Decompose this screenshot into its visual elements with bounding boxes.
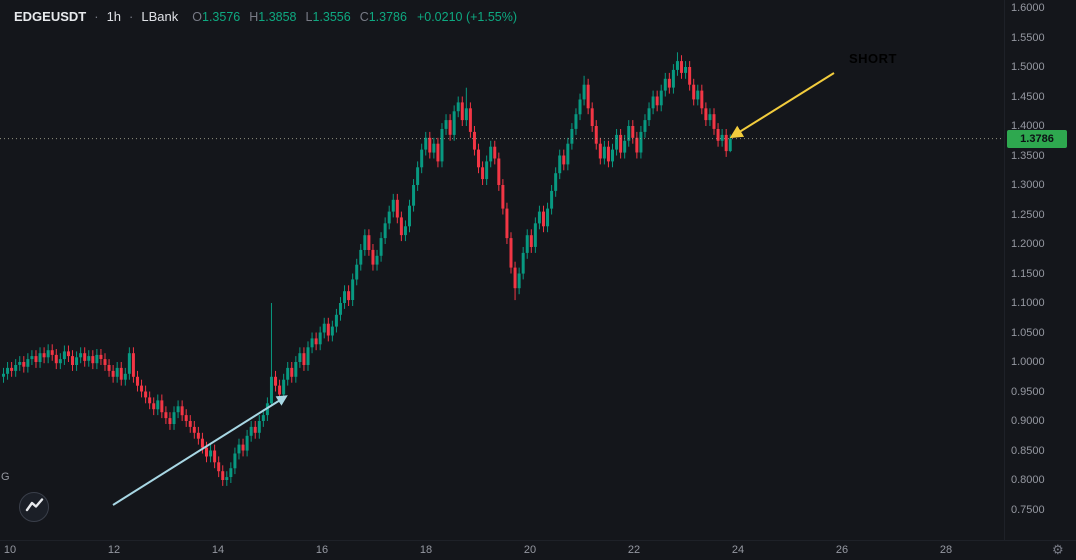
price-axis-label: 1.2500 <box>1011 209 1045 221</box>
price-axis-label: 1.2000 <box>1011 238 1045 250</box>
price-axis-label: 0.9000 <box>1011 415 1045 427</box>
price-axis-label: 1.4500 <box>1011 91 1045 103</box>
candlestick-series <box>2 52 732 486</box>
partial-drawing-text: G <box>1 471 10 483</box>
time-axis-label: 16 <box>315 544 329 556</box>
tradingview-logo[interactable] <box>18 491 50 523</box>
time-axis-label: 20 <box>523 544 537 556</box>
short-arrow-drawing[interactable] <box>729 72 835 139</box>
price-axis-label: 0.9500 <box>1011 386 1045 398</box>
time-axis-label: 26 <box>835 544 849 556</box>
time-axis-label: 14 <box>211 544 225 556</box>
time-axis-label: 10 <box>3 544 17 556</box>
price-axis-label: 1.1500 <box>1011 268 1045 280</box>
symbol-legend[interactable]: EDGEUSDT · 1h · LBank O1.3576 H1.3858 L1… <box>14 9 517 24</box>
ohlc-open: O1.3576 <box>192 10 241 24</box>
settings-gear-icon[interactable]: ⚙ <box>1052 542 1064 557</box>
price-axis[interactable]: 1.6000 1.5500 1.5000 1.4500 1.4000 1.3500 1.30… <box>1005 0 1076 540</box>
price-axis-label: 0.8500 <box>1011 445 1045 457</box>
ohlc-readout: O1.3576 H1.3858 L1.3556 C1.3786 <box>192 10 407 24</box>
ohlc-high: H1.3858 <box>249 10 297 24</box>
price-axis-label: 1.4000 <box>1011 120 1045 132</box>
price-axis-label: 1.3000 <box>1011 179 1045 191</box>
time-axis-label: 28 <box>939 544 953 556</box>
price-axis-label: 1.0500 <box>1011 327 1045 339</box>
exchange-label[interactable]: LBank <box>141 9 179 24</box>
short-text-drawing[interactable]: SHORT <box>849 51 897 66</box>
time-axis[interactable]: 10 12 14 16 18 20 22 24 26 28 <box>0 540 1076 560</box>
price-change: +0.0210 (+1.55%) <box>416 10 518 24</box>
price-axis-label: 1.5000 <box>1011 61 1045 73</box>
ohlc-close: C1.3786 <box>359 10 407 24</box>
symbol-name[interactable]: EDGEUSDT <box>14 9 87 24</box>
price-axis-label: 0.8000 <box>1011 474 1045 486</box>
current-price-label[interactable]: 1.3786 <box>1007 130 1067 148</box>
price-axis-border <box>1004 0 1005 540</box>
chart-line-glyph <box>25 498 44 512</box>
price-axis-label: 1.0000 <box>1011 356 1045 368</box>
price-axis-label: 1.6000 <box>1011 2 1045 14</box>
legend-separator: · <box>94 9 99 24</box>
legend-separator: · <box>129 9 134 24</box>
time-axis-label: 12 <box>107 544 121 556</box>
time-axis-label: 18 <box>419 544 433 556</box>
price-axis-label: 1.5500 <box>1011 32 1045 44</box>
price-axis-label: 0.7500 <box>1011 504 1045 516</box>
trend-arrow-drawing[interactable] <box>112 395 288 506</box>
ohlc-low: L1.3556 <box>305 10 351 24</box>
time-axis-label: 24 <box>731 544 745 556</box>
price-axis-label: 1.3500 <box>1011 150 1045 162</box>
price-axis-label: 1.1000 <box>1011 297 1045 309</box>
time-axis-border <box>0 540 1076 541</box>
interval-label[interactable]: 1h <box>106 9 122 24</box>
time-axis-label: 22 <box>627 544 641 556</box>
